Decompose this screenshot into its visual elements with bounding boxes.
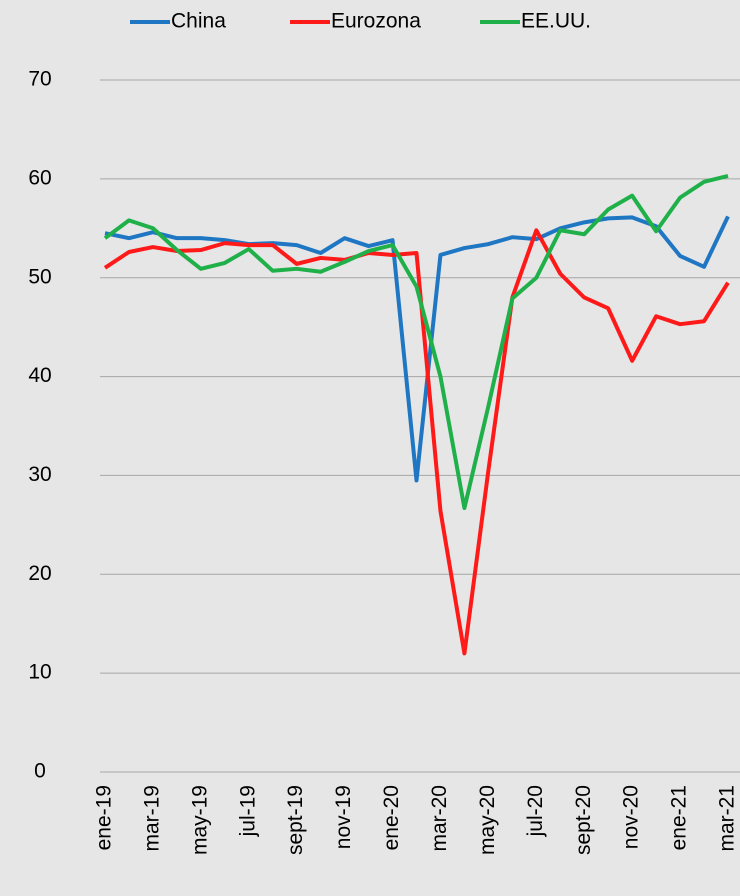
x-tick-label: mar-20: [428, 785, 451, 852]
x-tick-label: ene-21: [668, 785, 691, 850]
legend-label: Eurozona: [331, 10, 421, 33]
y-tick-label: 10: [28, 661, 51, 684]
series-line: [105, 176, 728, 508]
x-tick-label: mar-21: [716, 785, 739, 852]
legend-label: China: [171, 10, 226, 33]
x-tick-label: jul-19: [236, 785, 259, 837]
y-tick-label: 70: [28, 68, 51, 91]
legend-label: EE.UU.: [521, 10, 591, 33]
x-tick-label: jul-20: [524, 785, 547, 837]
y-tick-label: 30: [28, 463, 51, 486]
x-tick-label: sept-20: [572, 785, 595, 855]
x-tick-label: ene-19: [93, 785, 116, 850]
y-tick-label: 60: [28, 166, 51, 189]
y-tick-label: 50: [28, 265, 51, 288]
y-tick-label: 40: [28, 364, 51, 387]
y-tick-label: 0: [34, 760, 46, 783]
x-tick-label: nov-19: [332, 785, 355, 849]
page: {"chart_data": {"type": "line", "categor…: [0, 0, 740, 896]
x-tick-label: may-19: [188, 785, 211, 855]
x-tick-label: nov-20: [620, 785, 643, 849]
y-tick-label: 20: [28, 562, 51, 585]
x-tick-label: mar-19: [140, 785, 163, 852]
x-tick-label: may-20: [476, 785, 499, 855]
chart: 0 10 20 30 40 50 60 70 ene-19 mar-19 may-19 jul-19 s…: [0, 0, 740, 896]
x-tick-label: ene-20: [380, 785, 403, 850]
x-tick-label: sept-19: [284, 785, 307, 855]
